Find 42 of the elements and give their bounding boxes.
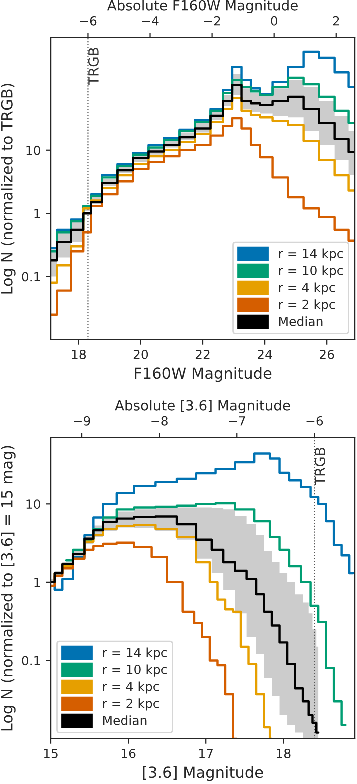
legend-label: Median <box>103 716 147 726</box>
x-tick-label: 15 <box>44 749 58 758</box>
x2-tick-label: −2 <box>204 16 220 26</box>
y-tick-label: 10 <box>26 500 40 510</box>
x2-tick-label: 0 <box>271 16 278 26</box>
y-tick-label: 10 <box>26 146 40 156</box>
x-axis-title: F160W Magnitude <box>135 367 272 382</box>
x-tick-label: 22 <box>196 350 210 360</box>
x2-tick-label: −4 <box>142 16 159 26</box>
x-tick-label: 26 <box>320 350 334 360</box>
legend-label: r = 2 kpc <box>103 698 160 711</box>
legend-label: r = 14 kpc <box>279 248 343 261</box>
legend-label: r = 4 kpc <box>103 682 160 694</box>
y-tick-label: 1 <box>34 209 40 218</box>
x2-tick-label: −8 <box>152 416 168 426</box>
x2-tick-label: −7 <box>229 416 246 426</box>
x-axis-title: [3.6] Magnitude <box>143 766 264 782</box>
x2-tick-label: −9 <box>74 416 90 426</box>
x-tick-label: 20 <box>134 350 148 360</box>
legend-label: r = 2 kpc <box>279 300 336 312</box>
y-axis-title: Log N (normalized to TRGB) <box>1 84 16 294</box>
x-tick-label: 17 <box>200 749 213 758</box>
legend-label: r = 14 kpc <box>103 648 167 660</box>
x2-tick-label: −6 <box>80 16 97 26</box>
x2-axis-title: Absolute [3.6] Magnitude <box>115 400 290 414</box>
legend-label: Median <box>279 316 323 326</box>
y-axis-title: Log N (normalized to [3.6] = 15 mag) <box>1 446 16 731</box>
legend-label: r = 4 kpc <box>279 282 336 295</box>
ref-line-label: TRGB <box>314 448 326 486</box>
x2-axis-title: Absolute F160W Magnitude <box>107 0 298 14</box>
y-tick-label: 0.1 <box>22 272 40 282</box>
legend-label: r = 10 kpc <box>103 664 167 677</box>
x-tick-label: 18 <box>277 748 291 758</box>
y-tick-label: 1 <box>34 578 40 588</box>
x2-tick-label: −6 <box>306 416 324 426</box>
x-tick-label: 24 <box>258 350 272 360</box>
x-tick-label: 16 <box>122 748 136 758</box>
x2-tick-label: 2 <box>333 16 340 26</box>
ref-line-label: TRGB <box>88 48 99 86</box>
x-tick-label: 18 <box>72 350 86 360</box>
y-tick-label: 0.1 <box>22 656 40 666</box>
legend-label: r = 10 kpc <box>279 266 343 278</box>
